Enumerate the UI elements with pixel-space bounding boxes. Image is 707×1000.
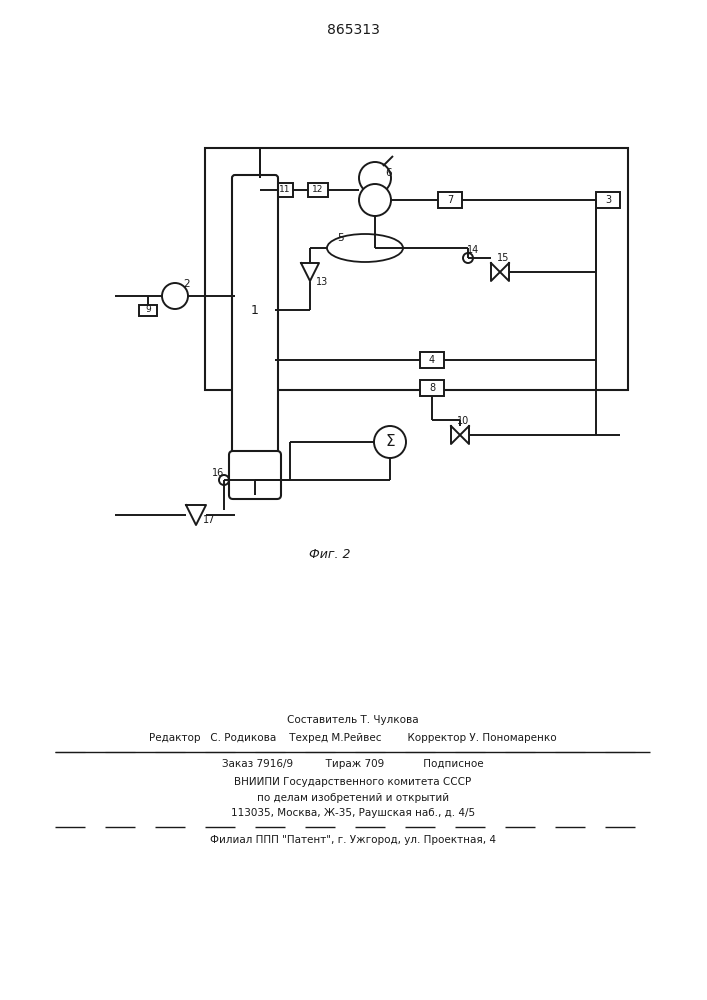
Polygon shape — [500, 263, 509, 281]
Bar — [438, 192, 462, 208]
Polygon shape — [460, 426, 469, 444]
FancyBboxPatch shape — [229, 451, 281, 499]
Text: 1: 1 — [251, 304, 259, 316]
Text: 14: 14 — [467, 245, 479, 255]
Text: Σ: Σ — [385, 434, 395, 450]
Polygon shape — [491, 263, 500, 281]
Circle shape — [463, 253, 473, 263]
Text: 2: 2 — [184, 279, 190, 289]
Circle shape — [370, 243, 380, 253]
Text: Заказ 7916/9          Тираж 709            Подписное: Заказ 7916/9 Тираж 709 Подписное — [222, 759, 484, 769]
Text: 7: 7 — [447, 195, 453, 205]
Polygon shape — [451, 426, 460, 444]
Bar — [420, 380, 444, 396]
Text: 3: 3 — [605, 195, 611, 205]
Text: 15: 15 — [497, 253, 509, 263]
Text: 6: 6 — [386, 168, 392, 178]
Text: 11: 11 — [279, 186, 291, 194]
Ellipse shape — [327, 234, 403, 262]
Circle shape — [359, 184, 391, 216]
Bar — [205, 148, 628, 390]
Text: 17: 17 — [203, 515, 215, 525]
Text: 865313: 865313 — [327, 23, 380, 37]
Text: 10: 10 — [457, 416, 469, 426]
Polygon shape — [186, 505, 206, 525]
Text: 9: 9 — [145, 306, 151, 314]
Text: Составитель Т. Чулкова: Составитель Т. Чулкова — [287, 715, 419, 725]
Bar — [139, 304, 157, 316]
Text: Филиал ППП "Патент", г. Ужгород, ул. Проектная, 4: Филиал ППП "Патент", г. Ужгород, ул. Про… — [210, 835, 496, 845]
Text: по делам изобретений и открытий: по делам изобретений и открытий — [257, 793, 449, 803]
Circle shape — [219, 475, 229, 485]
Circle shape — [162, 283, 188, 309]
Text: 5: 5 — [337, 233, 344, 243]
Text: 16: 16 — [212, 468, 224, 478]
Text: 113035, Москва, Ж-35, Раушская наб., д. 4/5: 113035, Москва, Ж-35, Раушская наб., д. … — [231, 808, 475, 818]
Text: 13: 13 — [316, 277, 328, 287]
Bar — [308, 183, 328, 197]
Bar — [596, 192, 620, 208]
Polygon shape — [301, 263, 319, 281]
Text: 4: 4 — [429, 355, 435, 365]
Circle shape — [374, 426, 406, 458]
Text: ВНИИПИ Государственного комитета СССР: ВНИИПИ Государственного комитета СССР — [235, 777, 472, 787]
FancyBboxPatch shape — [232, 175, 278, 463]
Text: 8: 8 — [429, 383, 435, 393]
Text: Фиг. 2: Фиг. 2 — [309, 548, 351, 562]
Text: Редактор   С. Родикова    Техред М.Рейвес        Корректор У. Пономаренко: Редактор С. Родикова Техред М.Рейвес Кор… — [149, 733, 557, 743]
Bar — [420, 352, 444, 368]
Circle shape — [359, 162, 391, 194]
Bar — [277, 183, 293, 197]
Text: 12: 12 — [312, 186, 324, 194]
